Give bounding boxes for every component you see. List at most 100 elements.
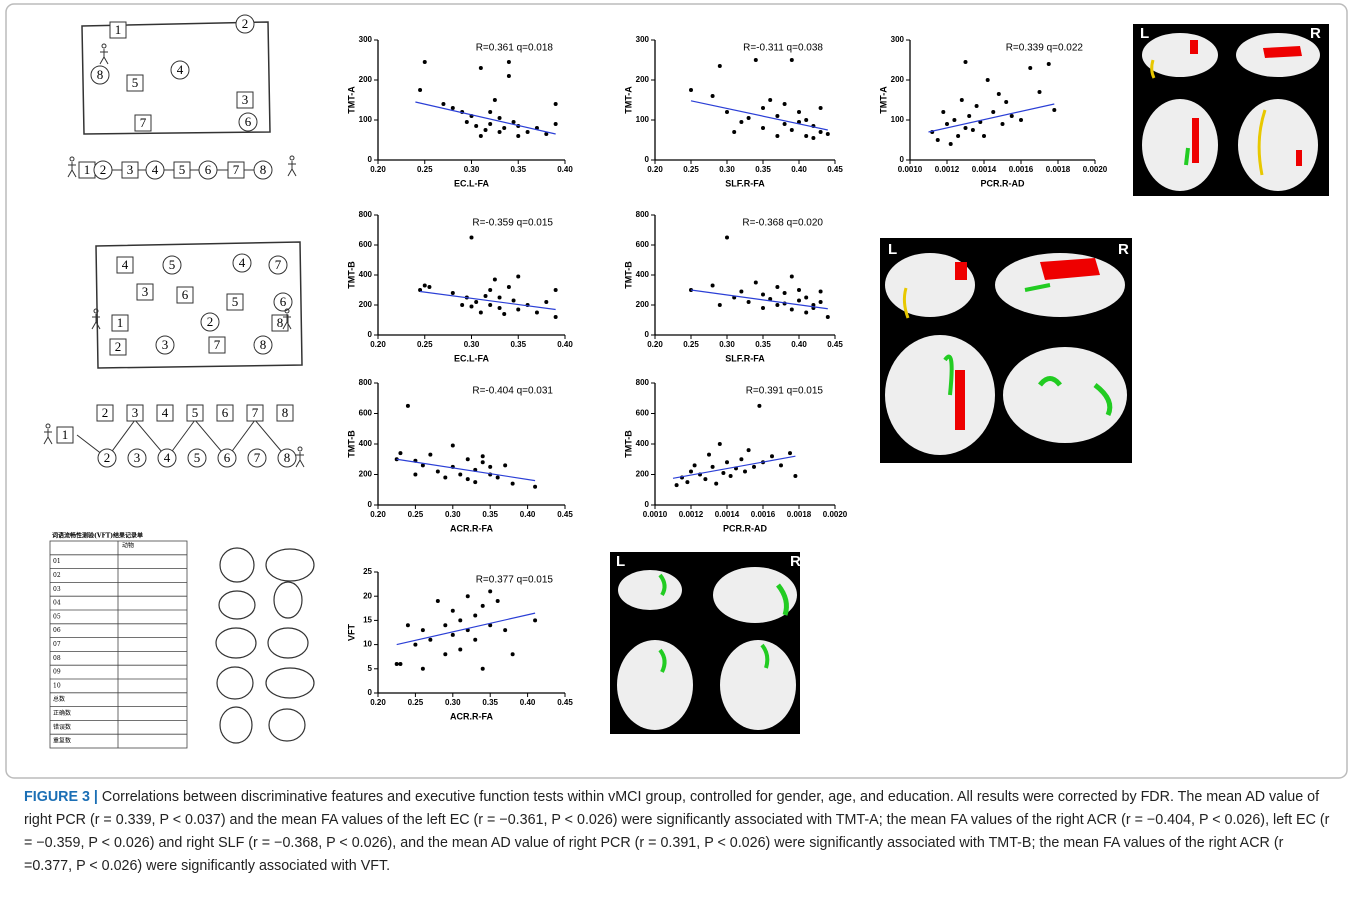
point (783, 102, 787, 106)
x-tick-label: 0.40 (520, 698, 536, 707)
form-header: 动物 (122, 542, 134, 550)
annotation: R=-0.311 q=0.038 (743, 43, 823, 54)
y-axis-label: VFT (346, 623, 356, 641)
x-axis-label: PCR.R-AD (723, 523, 767, 533)
x-tick-label: 0.0012 (679, 510, 704, 519)
point (481, 604, 485, 608)
x-tick-label: 0.45 (827, 340, 843, 349)
node-label: 1 (84, 162, 91, 177)
node-label: 6 (222, 405, 229, 420)
point (775, 114, 779, 118)
point (960, 98, 964, 102)
point (982, 134, 986, 138)
point (725, 236, 729, 240)
y-tick-label: 0 (900, 155, 905, 164)
x-tick-label: 0.25 (417, 340, 433, 349)
annotation: R=0.377 q=0.015 (476, 575, 554, 586)
point (554, 288, 558, 292)
point (956, 134, 960, 138)
point (470, 305, 474, 309)
figure: 1248537612345678454736561282378123456782… (0, 0, 1355, 785)
point (507, 74, 511, 78)
point (761, 306, 765, 310)
node-label: 5 (232, 294, 239, 309)
node-label: 1 (62, 427, 69, 442)
y-tick-label: 600 (359, 240, 373, 249)
point (533, 618, 537, 622)
point (516, 275, 520, 279)
point (804, 118, 808, 122)
point (703, 477, 707, 481)
point (826, 315, 830, 319)
x-tick-label: 0.45 (827, 165, 843, 174)
point (689, 469, 693, 473)
point (1010, 114, 1014, 118)
node-label: 6 (182, 287, 189, 302)
point (711, 465, 715, 469)
point (466, 477, 470, 481)
point (797, 288, 801, 292)
point (986, 78, 990, 82)
point (466, 457, 470, 461)
point (770, 454, 774, 458)
y-axis-label: TMT-B (346, 261, 356, 289)
point (488, 589, 492, 593)
x-tick-label: 0.20 (370, 165, 386, 174)
caption: FIGURE 3 | Correlations between discrimi… (24, 786, 1334, 878)
x-tick-label: 0.25 (417, 165, 433, 174)
y-tick-label: 25 (363, 567, 372, 576)
node-label: 8 (97, 67, 104, 82)
x-tick-label: 0.40 (557, 165, 573, 174)
point (790, 128, 794, 132)
point (783, 122, 787, 126)
trend-line (691, 290, 828, 309)
point (441, 102, 445, 106)
x-tick-label: 0.30 (445, 510, 461, 519)
y-axis-label: TMT-B (623, 261, 633, 289)
y-tick-label: 5 (368, 664, 373, 673)
point (768, 98, 772, 102)
point (747, 116, 751, 120)
y-tick-label: 200 (636, 75, 650, 84)
y-tick-label: 300 (891, 35, 905, 44)
point (502, 126, 506, 130)
point (458, 473, 462, 477)
y-tick-label: 600 (636, 409, 650, 418)
point (488, 110, 492, 114)
caption-label: FIGURE 3 | (24, 789, 98, 805)
x-tick-label: 0.0014 (972, 165, 997, 174)
point (498, 306, 502, 310)
node-label: 3 (127, 162, 134, 177)
point (739, 457, 743, 461)
point (533, 485, 537, 489)
point (793, 474, 797, 478)
y-tick-label: 300 (359, 35, 373, 44)
point (941, 110, 945, 114)
y-tick-label: 800 (636, 210, 650, 219)
point (945, 122, 949, 126)
point (511, 482, 515, 486)
point (971, 128, 975, 132)
x-tick-label: 0.40 (520, 510, 536, 519)
point (685, 480, 689, 484)
point (484, 294, 488, 298)
annotation: R=-0.359 q=0.015 (472, 218, 553, 229)
node-label: 7 (233, 162, 240, 177)
x-tick-label: 0.40 (791, 340, 807, 349)
point (757, 404, 761, 408)
point (493, 98, 497, 102)
form-row-label: 09 (53, 669, 61, 676)
point (707, 453, 711, 457)
point (718, 442, 722, 446)
x-tick-label: 0.0020 (823, 510, 848, 519)
point (484, 128, 488, 132)
form-row-label: 正确数 (53, 709, 71, 717)
x-tick-label: 0.45 (557, 510, 573, 519)
x-axis-label: ACR.R-FA (450, 523, 493, 533)
brain-left-label: L (1140, 25, 1149, 42)
point (488, 122, 492, 126)
point (804, 296, 808, 300)
x-axis-label: SLF.R-FA (725, 353, 765, 363)
point (714, 482, 718, 486)
y-tick-label: 600 (359, 409, 373, 418)
